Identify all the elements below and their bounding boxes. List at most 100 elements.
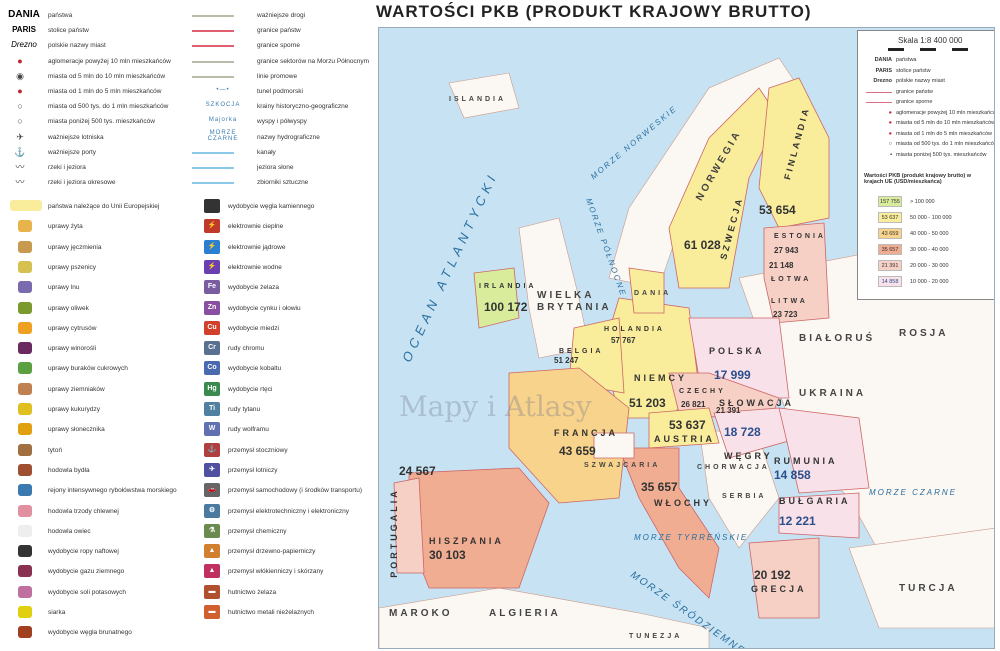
- legend-label: miasta od 5 mln do 10 mln mieszkańców: [48, 72, 166, 80]
- legend-label: jeziora słone: [257, 164, 294, 171]
- watermark-logo: Mapy i Atlasy: [399, 390, 592, 423]
- legend-symbol-icon: ◉: [16, 70, 24, 81]
- legend-label: wydobycie ropy naftowej: [48, 548, 119, 556]
- legend-symbol-icon: [18, 362, 32, 375]
- gdp-value: 30 103: [429, 548, 466, 562]
- gdp-legend-title: Wartości PKB (produkt krajowy brutto) w …: [864, 173, 972, 185]
- legend-label: hodowla owiec: [48, 527, 91, 535]
- gdp-value: 26 821: [681, 400, 706, 409]
- gdp-value: 57 767: [611, 336, 636, 345]
- legend-label: wydobycie gazu ziemnego: [48, 568, 125, 576]
- map-legend: Skala 1:8 400 000 DANIA państwa PARIS stoli…: [857, 30, 995, 300]
- legend-symbol-icon: [18, 626, 32, 639]
- legend-symbol-icon: ⚡: [204, 219, 220, 234]
- shape-france: [508, 367, 630, 504]
- legend-label: rudy chromu: [228, 345, 265, 353]
- country-name: HOLANDIA: [604, 326, 665, 333]
- legend-label: przemysł samochodowy (i środków transpor…: [228, 487, 363, 495]
- country-name: BELGIA: [559, 348, 604, 355]
- legend-symbol-icon: ▲: [204, 544, 220, 559]
- shape-spain: [408, 467, 550, 589]
- legend-symbol-icon: [18, 301, 32, 314]
- legend-label: państwa należące do Unii Europejskiej: [48, 203, 160, 210]
- legend-symbol-icon: W: [204, 422, 220, 437]
- legend-label: przemysł chemiczny: [228, 527, 287, 535]
- legend-label: stolice państw: [48, 27, 89, 35]
- legend-symbol-icon: ✈: [16, 131, 24, 142]
- legend-label: wydobycie soli potasowych: [48, 588, 127, 596]
- legend-label: uprawy słonecznika: [48, 426, 105, 434]
- legend-label: wydobycie rtęci: [228, 385, 273, 393]
- gdp-swatch: 21 391: [878, 260, 902, 271]
- country-name: ISLANDIA: [449, 96, 507, 103]
- country-name: ESTONIA: [774, 233, 826, 240]
- legend-label: wydobycie cynku i ołowiu: [228, 304, 301, 312]
- country-name: WŁOCHY: [654, 498, 712, 508]
- land-turkey: [848, 527, 994, 629]
- legend-symbol-icon: [18, 321, 32, 334]
- country-name: FRANCJA: [554, 428, 619, 438]
- legend-symbol-icon: [204, 199, 220, 213]
- legend-label: elektrownie wodne: [228, 263, 282, 271]
- legend-symbol-icon: DANIA: [874, 57, 892, 63]
- country-name: CZECHY: [679, 388, 726, 395]
- legend-label: tunel podmorski: [257, 88, 303, 95]
- legend-label: polskie nazwy miast: [896, 78, 945, 84]
- legend-label: uprawy żyta: [48, 223, 83, 231]
- legend-symbol-icon: ○: [17, 116, 23, 127]
- gdp-value: 61 028: [684, 238, 721, 252]
- legend-symbol-icon: [18, 281, 32, 294]
- legend-label: wydobycie żelaza: [228, 284, 279, 292]
- legend-label: uprawy jęczmienia: [48, 243, 102, 251]
- legend-symbol-icon: ▬: [204, 605, 220, 619]
- country-name: IRLANDIA: [479, 283, 537, 290]
- country-name: DANIA: [634, 290, 672, 297]
- legend-line-icon: [192, 182, 234, 185]
- gdp-range-label: 30 000 - 40 000: [910, 247, 949, 253]
- legend-symbol-icon: ●: [888, 130, 892, 137]
- legend-label: granice państw: [896, 88, 933, 95]
- legend-line-icon: [192, 75, 234, 78]
- gdp-value: 100 172: [484, 300, 528, 314]
- country-name: TURCJA: [899, 583, 958, 594]
- gdp-value: 51 247: [554, 356, 579, 365]
- legend-symbol-icon: Fe: [204, 280, 220, 295]
- legend-label: rzeki i jeziora okresowe: [48, 179, 116, 187]
- legend-symbol-icon: [18, 423, 32, 436]
- legend-symbol-icon: [18, 565, 32, 578]
- country-name: SERBIA: [722, 493, 767, 500]
- shape-austria: [648, 407, 720, 449]
- shape-denmark: [628, 267, 665, 314]
- gdp-value: 24 567: [399, 464, 436, 478]
- legend-label: uprawy winorośli: [48, 345, 97, 353]
- gdp-value: 35 657: [641, 480, 678, 494]
- legend-label: aglomeracje powyżej 10 mln mieszkańców: [48, 57, 171, 65]
- legend-symbol-icon: [18, 585, 32, 598]
- gdp-value: 53 637: [669, 418, 706, 432]
- gdp-value: 20 192: [754, 568, 791, 582]
- legend-line-icon: [866, 91, 892, 93]
- legend-symbol-icon: ●: [17, 55, 23, 66]
- legend-symbol-icon: [18, 524, 32, 537]
- country-name: ALGIERIA: [489, 608, 561, 619]
- shape-baltics: [763, 222, 830, 324]
- legend-line-icon: [192, 60, 234, 63]
- legend-label: tytoń: [48, 446, 63, 454]
- legend-symbol-icon: ●: [17, 86, 23, 96]
- country-name: CHORWACJA: [697, 464, 770, 471]
- legend-label: miasta od 5 mln do 10 mln mieszkańców: [896, 120, 995, 126]
- shape-portugal: [393, 477, 425, 574]
- legend-symbol-icon: ▲: [204, 564, 220, 579]
- legend-label: uprawy kukurydzy: [48, 406, 101, 413]
- country-name: PORTUGALIA: [388, 488, 399, 578]
- shape-ireland: [473, 267, 520, 329]
- legend-label: zbiorniki sztuczne: [257, 179, 309, 187]
- legend-symbol-icon: Drezno: [873, 78, 892, 84]
- map-shapes: [379, 57, 994, 648]
- land-iceland: [448, 72, 520, 119]
- legend-label: granice sektorów na Morzu Północnym: [257, 57, 369, 65]
- legend-line-icon: [192, 151, 234, 154]
- country-name: HISZPANIA: [429, 536, 504, 546]
- legend-label: uprawy lnu: [48, 284, 80, 292]
- gdp-value: 51 203: [629, 396, 666, 410]
